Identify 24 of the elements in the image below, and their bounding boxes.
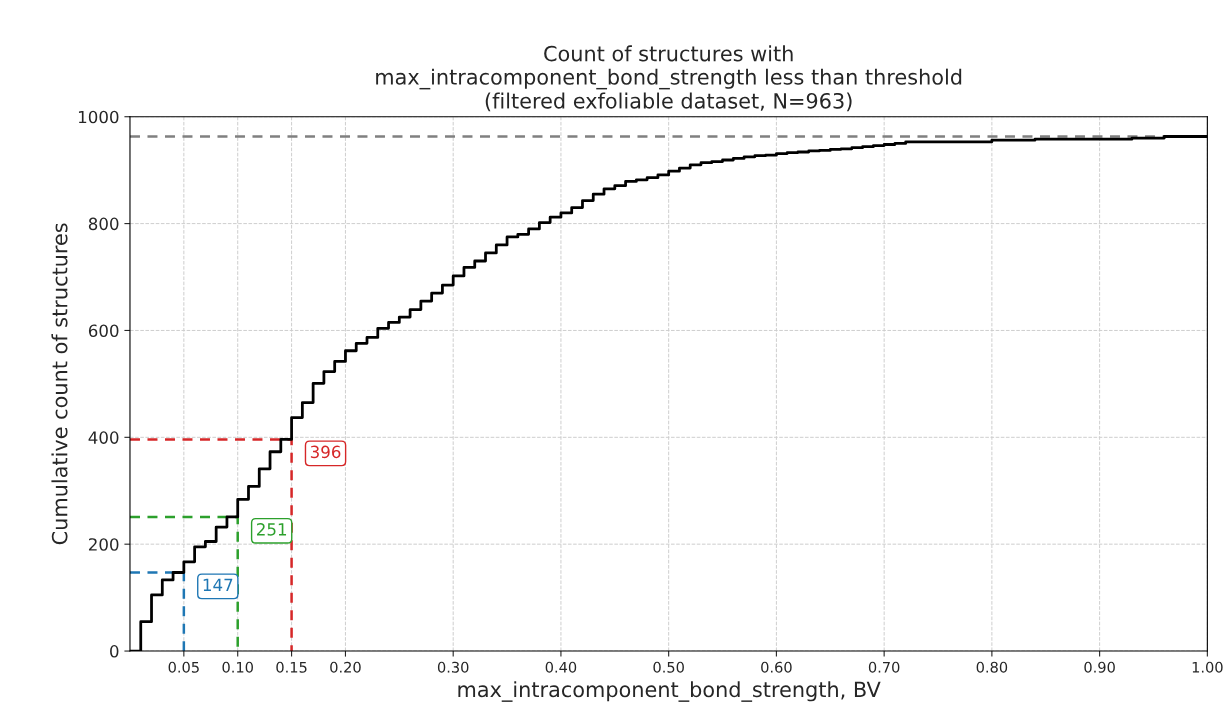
x-tick-label: 0.70 [868, 661, 900, 673]
x-axis-title: max_intracomponent_bond_strength, BV [458, 681, 881, 702]
x-tick-label: 0.40 [545, 661, 577, 673]
annotation: 251 [256, 523, 287, 536]
y-tick-label: 0 [110, 645, 119, 658]
x-tick-label: 0.15 [276, 661, 307, 673]
x-tick-label: 0.05 [168, 661, 199, 673]
y-axis-title: Cumulative count of structures [51, 223, 68, 545]
x-tick-label: 0.90 [1084, 661, 1115, 673]
x-tick-label: 0.80 [976, 661, 1008, 673]
x-tick-label: 0.10 [222, 661, 253, 673]
x-tick-label: 0.20 [330, 661, 361, 673]
y-tick-label: 800 [88, 217, 119, 231]
annotation: 396 [310, 445, 341, 459]
y-tick-label: 600 [88, 324, 119, 338]
chart-title: Count of structures with max_intracomponent_bond_strength less than threshold (filtered exfoliable dataset, N=963) [376, 45, 962, 112]
y-tick-label: 200 [88, 538, 119, 551]
x-tick-label: 0.60 [761, 661, 792, 673]
x-tick-label: 0.50 [653, 661, 684, 673]
y-tick-label: 1000 [78, 110, 119, 124]
annotation: 147 [203, 578, 233, 591]
y-tick-label: 400 [88, 431, 119, 444]
x-tick-label: 1.00 [1192, 661, 1223, 673]
x-tick-label: 0.30 [437, 661, 469, 673]
